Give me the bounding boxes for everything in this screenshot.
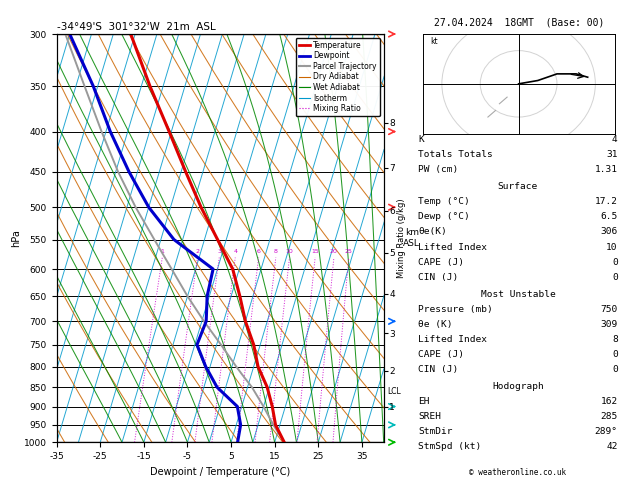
Text: CAPE (J): CAPE (J)	[418, 258, 464, 267]
Text: 8: 8	[274, 249, 278, 254]
Text: 27.04.2024  18GMT  (Base: 00): 27.04.2024 18GMT (Base: 00)	[434, 17, 604, 27]
Text: Mixing Ratio (g/kg): Mixing Ratio (g/kg)	[397, 198, 406, 278]
Text: PW (cm): PW (cm)	[418, 165, 459, 174]
Text: 4: 4	[233, 249, 237, 254]
Text: -34°49'S  301°32'W  21m  ASL: -34°49'S 301°32'W 21m ASL	[57, 22, 215, 32]
Text: Lifted Index: Lifted Index	[418, 243, 487, 252]
Text: 1: 1	[160, 249, 164, 254]
Text: 25: 25	[345, 249, 353, 254]
Text: CIN (J): CIN (J)	[418, 273, 459, 282]
Legend: Temperature, Dewpoint, Parcel Trajectory, Dry Adiabat, Wet Adiabat, Isotherm, Mi: Temperature, Dewpoint, Parcel Trajectory…	[296, 38, 380, 116]
Text: Lifted Index: Lifted Index	[418, 335, 487, 344]
Text: Dewp (°C): Dewp (°C)	[418, 212, 470, 222]
Text: 0: 0	[612, 273, 618, 282]
Text: θe(K): θe(K)	[418, 227, 447, 237]
Text: 20: 20	[330, 249, 338, 254]
Text: 10: 10	[606, 243, 618, 252]
Text: 42: 42	[606, 442, 618, 451]
Text: 3: 3	[217, 249, 221, 254]
Text: 309: 309	[601, 320, 618, 329]
Text: 0: 0	[612, 350, 618, 359]
Text: Temp (°C): Temp (°C)	[418, 197, 470, 207]
Text: 0: 0	[612, 365, 618, 374]
Text: K: K	[418, 135, 424, 144]
Text: 17.2: 17.2	[594, 197, 618, 207]
Y-axis label: km
ASL: km ASL	[403, 228, 420, 248]
Text: 6: 6	[257, 249, 260, 254]
Text: 1.31: 1.31	[594, 165, 618, 174]
Text: 6.5: 6.5	[601, 212, 618, 222]
Text: 8: 8	[612, 335, 618, 344]
X-axis label: Dewpoint / Temperature (°C): Dewpoint / Temperature (°C)	[150, 467, 290, 477]
Text: 15: 15	[311, 249, 319, 254]
Text: 162: 162	[601, 397, 618, 406]
Text: SREH: SREH	[418, 412, 442, 421]
Text: 10: 10	[286, 249, 293, 254]
Text: StmSpd (kt): StmSpd (kt)	[418, 442, 482, 451]
Text: Hodograph: Hodograph	[492, 382, 544, 391]
Text: LCL: LCL	[387, 387, 401, 396]
Text: 2: 2	[196, 249, 199, 254]
Text: CIN (J): CIN (J)	[418, 365, 459, 374]
Text: 285: 285	[601, 412, 618, 421]
Text: 750: 750	[601, 305, 618, 314]
Text: Most Unstable: Most Unstable	[481, 290, 555, 299]
Y-axis label: hPa: hPa	[11, 229, 21, 247]
Text: Surface: Surface	[498, 182, 538, 191]
Text: kt: kt	[430, 37, 438, 46]
Text: 306: 306	[601, 227, 618, 237]
Text: Totals Totals: Totals Totals	[418, 150, 493, 159]
Text: 4: 4	[612, 135, 618, 144]
Text: 31: 31	[606, 150, 618, 159]
Text: EH: EH	[418, 397, 430, 406]
Text: CAPE (J): CAPE (J)	[418, 350, 464, 359]
Text: 289°: 289°	[594, 427, 618, 436]
Text: θe (K): θe (K)	[418, 320, 453, 329]
Text: 0: 0	[612, 258, 618, 267]
Text: © weatheronline.co.uk: © weatheronline.co.uk	[469, 468, 567, 477]
Text: StmDir: StmDir	[418, 427, 453, 436]
Text: Pressure (mb): Pressure (mb)	[418, 305, 493, 314]
